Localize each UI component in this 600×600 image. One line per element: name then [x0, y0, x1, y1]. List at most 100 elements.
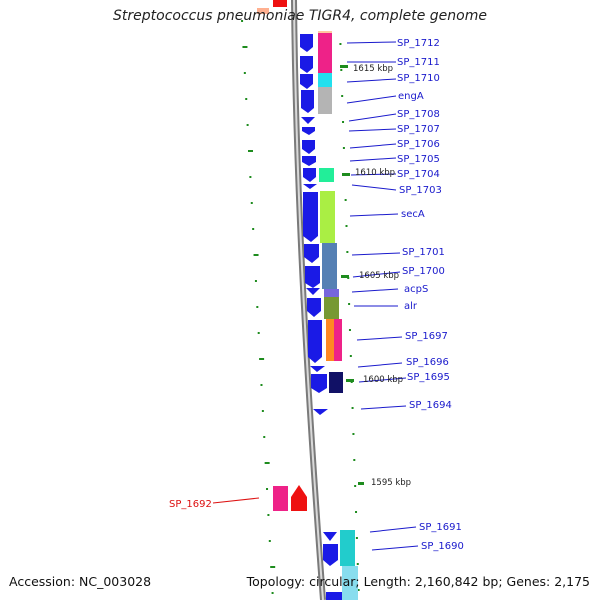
gc-tick-left: [259, 358, 265, 360]
gene-label-sp1705: SP_1705: [397, 154, 440, 165]
scale-labels: 1615 kbp 1610 kbp 1605 kbp 1600 kbp 1595…: [353, 64, 411, 488]
gene-arrow-sp1705: [302, 156, 316, 166]
gc-tick-right: [340, 69, 343, 71]
gc-tick-right: [355, 511, 358, 513]
gc-tick-right: [356, 563, 359, 565]
gc-tick-right: [354, 485, 357, 487]
gc-tick-left: [252, 228, 255, 230]
scale-label-1615: 1615 kbp: [353, 64, 393, 74]
gc-tick-left: [266, 488, 269, 490]
gene-label-sp1694: SP_1694: [409, 400, 452, 411]
gene-arrow-sp1703: [303, 184, 317, 189]
gene-arrow-sp1691: [323, 532, 337, 541]
gene-label-sp1706: SP_1706: [397, 139, 440, 150]
gene-label-sp1707: SP_1707: [397, 124, 440, 135]
gene-arrow-acps: [306, 288, 320, 295]
gc-tick-left: [248, 150, 253, 152]
gene-arrow-seca: [303, 192, 318, 242]
gene-label-sp1697: SP_1697: [405, 331, 448, 342]
gc-tick-left: [242, 46, 248, 48]
gc-tick-left: [249, 176, 252, 178]
gene-arrow-sp1706: [302, 140, 315, 154]
gc-tick-left: [270, 566, 276, 568]
gene-label-sp1712: SP_1712: [397, 38, 440, 49]
gene-label-sp1710: SP_1710: [397, 73, 440, 84]
gene-label-alr: alr: [404, 301, 418, 312]
gc-skew-ticks: [241, 20, 360, 594]
gc-tick-left: [250, 202, 253, 204]
gene-arrow-sp1708: [301, 117, 315, 124]
gc-tick-left: [257, 332, 260, 334]
gc-tick-right: [342, 121, 345, 123]
scale-label-1595: 1595 kbp: [371, 478, 411, 488]
gene-label-sp1711: SP_1711: [397, 57, 440, 68]
gene-label-sp1708: SP_1708: [397, 109, 440, 120]
gc-tick-right: [349, 355, 352, 357]
gene-arrow-sp1712: [300, 34, 313, 52]
gene-labels: SP_1712 SP_1711 SP_1710 engA SP_1708 SP_…: [169, 38, 464, 552]
gc-tick-right: [351, 407, 354, 409]
gene-label-sp1695: SP_1695: [407, 372, 450, 383]
gc-tick-right: [339, 43, 342, 45]
scale-label-1605: 1605 kbp: [359, 271, 399, 281]
gc-tick-left: [271, 592, 274, 594]
gc-tick-right: [352, 433, 355, 435]
accession-text: Accession: NC_003028: [9, 574, 152, 589]
gene-label-sp1690: SP_1690: [421, 541, 464, 552]
gene-arrow-sp1707: [302, 127, 315, 135]
gc-tick-right: [342, 147, 345, 149]
gc-tick-right: [341, 95, 344, 97]
gc-tick-left: [253, 254, 259, 256]
gc-tick-left: [241, 20, 244, 22]
gene-arrow-enga: [301, 90, 314, 113]
gc-tick-right: [353, 459, 356, 461]
gene-arrow-alr: [307, 298, 321, 317]
gene-arrow-sp1694: [313, 409, 328, 415]
feature-cutoff-top: [257, 0, 287, 14]
gene-label-sp1701: SP_1701: [402, 247, 445, 258]
genome-summary-text: Topology: circular; Length: 2,160,842 bp…: [246, 574, 590, 589]
genome-backbone: [291, 0, 326, 600]
gene-arrow-sp1711: [300, 56, 313, 73]
gc-tick-right: [345, 225, 348, 227]
gc-tick-left: [268, 540, 271, 542]
scale-label-1600: 1600 kbp: [363, 375, 403, 385]
gc-tick-right: [348, 303, 351, 305]
leader-line-sp1692: [212, 497, 260, 504]
gene-arrow-sp1690: [323, 544, 338, 566]
gene-arrow-sp1692: [291, 485, 307, 511]
gene-arrow-sp1700: [305, 266, 320, 288]
gene-label-sp1703: SP_1703: [399, 185, 442, 196]
gene-sp1692-highlight: [273, 485, 307, 511]
gene-label-sp1691: SP_1691: [419, 522, 462, 533]
gc-tick-right: [355, 537, 358, 539]
scale-label-1610: 1610 kbp: [355, 168, 395, 178]
gene-arrow-sp1704: [303, 168, 316, 182]
label-leader-lines: [346, 41, 419, 551]
gc-tick-left: [256, 306, 259, 308]
gene-arrow-sp1695: [311, 374, 327, 393]
gc-tick-left: [263, 436, 266, 438]
gene-label-seca: secA: [401, 209, 425, 220]
gc-tick-left: [264, 462, 270, 464]
map-title: Streptococcus pneumoniae TIGR4, complete…: [113, 8, 487, 24]
gene-block-sp1692: [273, 486, 288, 511]
gene-arrow-sp1696: [310, 366, 325, 372]
gene-label-sp1696: SP_1696: [406, 357, 449, 368]
gc-tick-right: [357, 589, 360, 591]
gene-arrow-sp1701: [304, 244, 319, 263]
gene-arrow-bottom: [326, 592, 342, 600]
gc-tick-right: [348, 329, 351, 331]
gene-label-sp1692: SP_1692: [169, 499, 212, 510]
gene-arrow-sp1697: [308, 320, 322, 363]
gene-label-sp1700: SP_1700: [402, 266, 445, 277]
gene-label-sp1704: SP_1704: [397, 169, 440, 180]
gc-tick-left: [260, 384, 263, 386]
gc-tick-left: [243, 72, 246, 74]
gc-tick-left: [261, 410, 264, 412]
gene-label-enga: engA: [398, 91, 424, 102]
gc-tick-right: [346, 251, 349, 253]
gc-tick-left: [254, 280, 257, 282]
gene-label-acps: acpS: [404, 284, 428, 295]
